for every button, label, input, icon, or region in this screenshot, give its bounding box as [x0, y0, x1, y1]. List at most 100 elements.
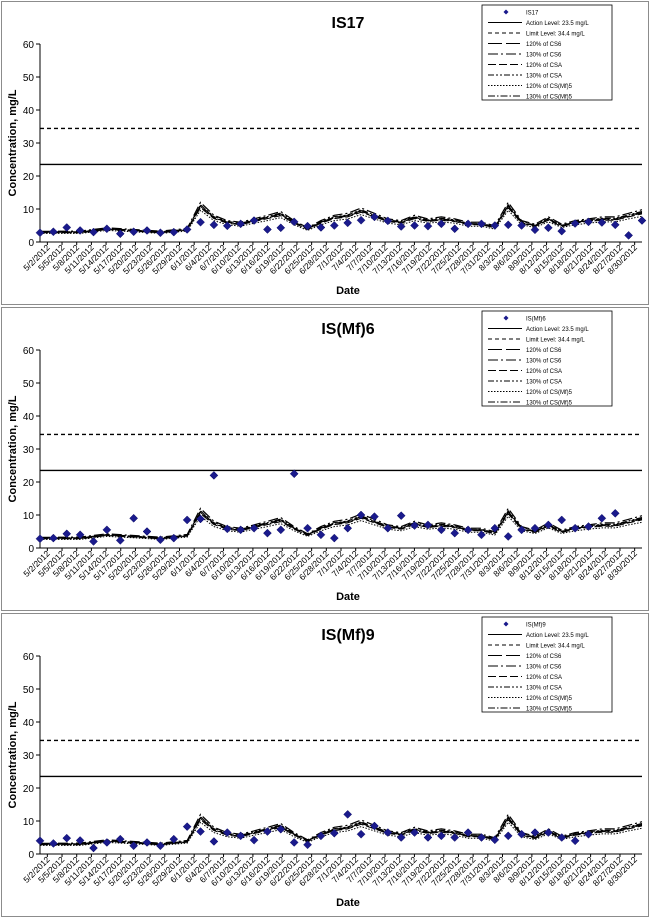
- legend-box: [481, 4, 613, 101]
- legend-label: 120% of CS(Mf)5: [526, 84, 573, 90]
- observed-point: [196, 514, 205, 524]
- observed-point: [102, 525, 112, 535]
- observed-point: [196, 827, 205, 836]
- observed-point: [396, 511, 406, 521]
- observed-point: [249, 835, 259, 845]
- legend-label: 130% of CS6: [526, 359, 562, 365]
- observed-point: [356, 829, 366, 839]
- observed-point: [383, 523, 393, 533]
- observed-point: [356, 510, 366, 520]
- observed-point: [129, 227, 138, 237]
- y-tick-label: 20: [23, 784, 35, 795]
- observed-point: [557, 515, 567, 525]
- legend-label: 120% of CS6: [526, 654, 562, 660]
- y-tick-label: 30: [23, 751, 35, 762]
- observed-point: [343, 523, 353, 533]
- observed-point: [410, 828, 419, 837]
- observed-point: [89, 537, 98, 546]
- observed-point: [530, 225, 540, 235]
- y-tick-label: 40: [23, 412, 35, 423]
- observed-point: [530, 523, 540, 533]
- observed-point: [530, 828, 540, 837]
- observed-point: [329, 828, 339, 838]
- observed-point: [49, 533, 58, 543]
- legend-label: 130% of CS6: [526, 53, 562, 59]
- observed-point: [343, 218, 353, 228]
- series-line-1: [39, 507, 643, 538]
- chart-is17: IS1701020304050605/2/20125/5/20125/8/201…: [7, 4, 647, 297]
- observed-point: [450, 833, 460, 842]
- legend-label: 120% of CSA: [526, 63, 562, 69]
- observed-point: [169, 227, 179, 237]
- observed-point: [570, 523, 580, 533]
- observed-point: [544, 828, 553, 837]
- observed-point: [584, 829, 593, 839]
- observed-point: [450, 224, 460, 234]
- chart-panel-is17: IS17 0 10 20 30 40 50 60 5/2/2012 5/5/2012 5/8/201…: [1, 1, 649, 305]
- observed-point: [490, 523, 500, 533]
- observed-point: [35, 228, 45, 238]
- legend-label: IS(Mf)9: [526, 623, 546, 629]
- observed-point: [62, 223, 72, 232]
- observed-point: [597, 218, 607, 227]
- observed-point: [289, 217, 299, 227]
- observed-point: [75, 530, 85, 540]
- legend-marker: [503, 9, 509, 15]
- chart-ismf6: IS(Mf)601020304050605/2/20125/5/20125/8/…: [7, 310, 643, 603]
- observed-point: [102, 224, 112, 234]
- y-axis-label: Concentration, mg/L: [7, 701, 19, 808]
- legend-label: Limit Level: 34.4 mg/L: [526, 338, 585, 344]
- observed-point: [396, 833, 406, 842]
- legend-label: 130% of CS6: [526, 665, 562, 671]
- observed-point: [370, 512, 379, 522]
- y-tick-label: 60: [23, 652, 35, 663]
- observed-point: [236, 219, 246, 229]
- observed-point: [156, 535, 165, 545]
- observed-point: [115, 229, 125, 239]
- observed-point: [463, 828, 473, 837]
- legend-label: 130% of CSA: [526, 74, 562, 80]
- series-line-2: [40, 206, 643, 234]
- series-line-0: [40, 816, 643, 845]
- observed-point: [75, 226, 85, 235]
- observed-point: [610, 220, 620, 230]
- legend-label: 120% of CS(Mf)5: [526, 696, 573, 702]
- observed-point: [544, 223, 553, 233]
- observed-point: [584, 522, 593, 531]
- legend-label: 120% of CSA: [526, 675, 562, 681]
- observed-point: [637, 216, 647, 225]
- observed-point: [49, 839, 58, 848]
- observed-point: [503, 532, 513, 541]
- observed-point: [370, 821, 379, 831]
- observed-point: [410, 221, 419, 230]
- y-tick-label: 60: [23, 40, 35, 51]
- observed-point: [209, 220, 219, 230]
- observed-point: [423, 221, 433, 231]
- observed-point: [316, 223, 326, 232]
- observed-point: [222, 828, 232, 837]
- observed-point: [236, 525, 246, 535]
- observed-point: [62, 833, 72, 843]
- y-tick-label: 40: [23, 106, 35, 117]
- series-line-1: [39, 813, 643, 844]
- y-tick-label: 0: [28, 544, 34, 555]
- legend-label: IS17: [526, 11, 539, 17]
- observed-point: [249, 216, 259, 225]
- observed-point: [209, 837, 219, 846]
- observed-point: [383, 828, 393, 837]
- y-tick-label: 10: [23, 817, 35, 828]
- series-line-2: [40, 818, 643, 846]
- observed-point: [557, 226, 567, 236]
- y-tick-label: 60: [23, 346, 35, 357]
- legend-box: [481, 616, 613, 713]
- observed-point: [436, 219, 446, 229]
- observed-point: [142, 226, 152, 235]
- y-tick-label: 0: [28, 238, 34, 249]
- observed-point: [35, 836, 45, 846]
- observed-point: [115, 834, 125, 844]
- observed-point: [463, 219, 473, 229]
- observed-point: [343, 810, 353, 819]
- observed-point: [517, 829, 526, 839]
- legend-label: 120% of CS6: [526, 348, 562, 354]
- observed-point: [129, 513, 138, 523]
